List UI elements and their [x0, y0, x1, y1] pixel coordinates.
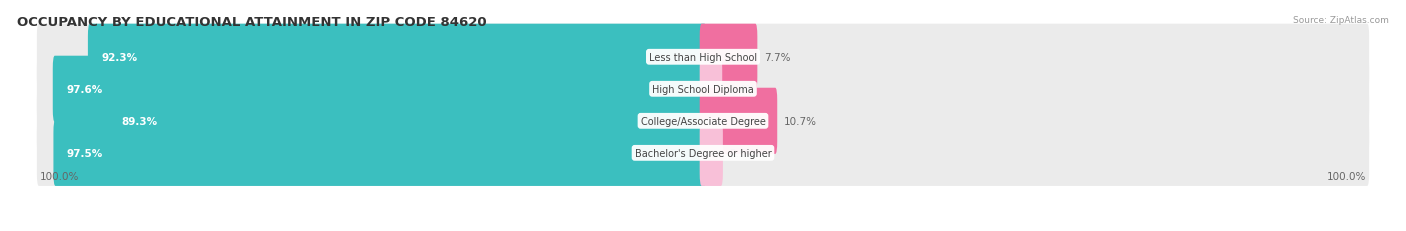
Text: Less than High School: Less than High School	[650, 52, 756, 63]
FancyBboxPatch shape	[700, 88, 778, 154]
FancyBboxPatch shape	[37, 88, 706, 154]
FancyBboxPatch shape	[37, 56, 706, 122]
Text: 7.7%: 7.7%	[763, 52, 790, 63]
Text: Source: ZipAtlas.com: Source: ZipAtlas.com	[1294, 16, 1389, 25]
Text: College/Associate Degree: College/Associate Degree	[641, 116, 765, 126]
FancyBboxPatch shape	[89, 24, 706, 91]
Text: 92.3%: 92.3%	[101, 52, 138, 63]
FancyBboxPatch shape	[700, 24, 1369, 91]
Text: 89.3%: 89.3%	[121, 116, 157, 126]
Text: 10.7%: 10.7%	[785, 116, 817, 126]
FancyBboxPatch shape	[700, 88, 1369, 154]
FancyBboxPatch shape	[700, 56, 1369, 122]
FancyBboxPatch shape	[700, 24, 758, 91]
FancyBboxPatch shape	[37, 120, 706, 186]
Text: 97.5%: 97.5%	[66, 148, 103, 158]
FancyBboxPatch shape	[53, 120, 706, 186]
FancyBboxPatch shape	[53, 56, 706, 122]
Text: 2.5%: 2.5%	[730, 148, 756, 158]
Text: 97.6%: 97.6%	[66, 85, 103, 94]
Text: OCCUPANCY BY EDUCATIONAL ATTAINMENT IN ZIP CODE 84620: OCCUPANCY BY EDUCATIONAL ATTAINMENT IN Z…	[17, 16, 486, 29]
FancyBboxPatch shape	[108, 88, 706, 154]
FancyBboxPatch shape	[37, 24, 706, 91]
FancyBboxPatch shape	[700, 120, 723, 186]
Text: High School Diploma: High School Diploma	[652, 85, 754, 94]
Text: 100.0%: 100.0%	[41, 172, 80, 182]
Text: 100.0%: 100.0%	[1326, 172, 1365, 182]
Text: 2.4%: 2.4%	[728, 85, 755, 94]
FancyBboxPatch shape	[700, 56, 723, 122]
FancyBboxPatch shape	[700, 120, 1369, 186]
Text: Bachelor's Degree or higher: Bachelor's Degree or higher	[634, 148, 772, 158]
